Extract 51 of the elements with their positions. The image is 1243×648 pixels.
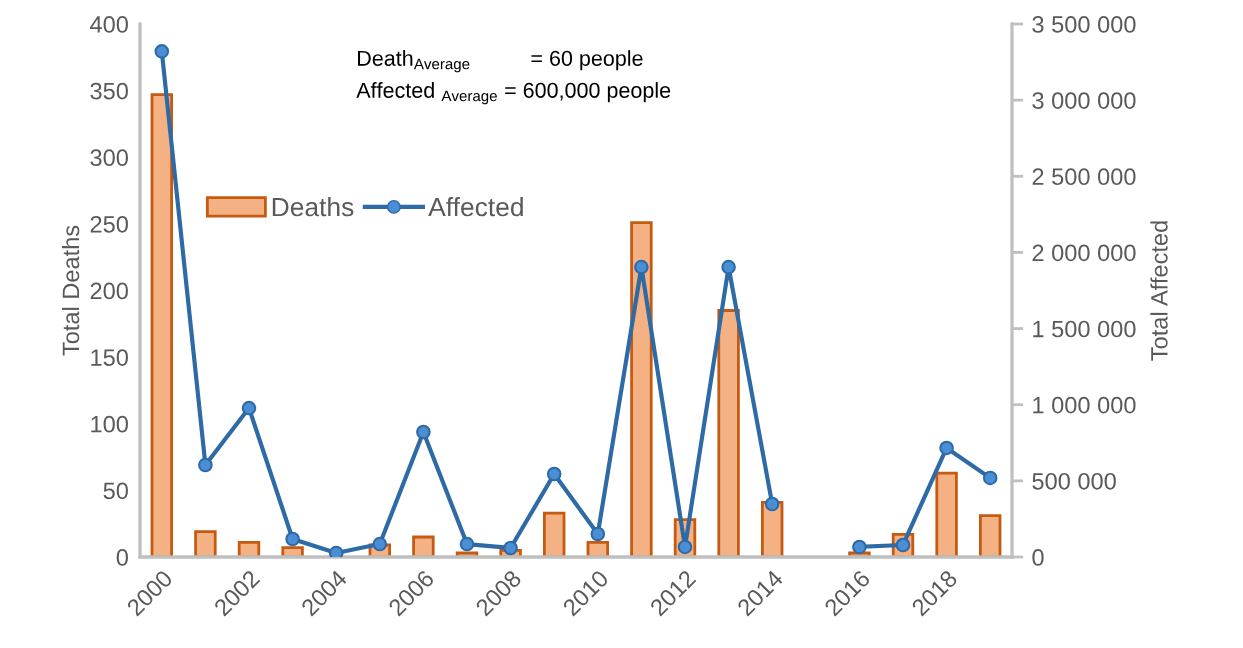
bar (237, 540, 261, 557)
point (503, 540, 518, 556)
y2-tick-label: 3 500 000 (1032, 16, 1136, 33)
y-axis-title: Total Deaths (61, 225, 80, 356)
point (677, 539, 693, 555)
point (852, 539, 867, 555)
y2-tick-label: 500 000 (1032, 472, 1116, 490)
y-tick-label: 150 (91, 349, 128, 366)
y2-tick-label: 1 000 000 (1033, 396, 1136, 414)
bar (543, 511, 566, 557)
point (590, 526, 606, 542)
bar (194, 530, 217, 557)
bar (281, 546, 304, 557)
point (982, 470, 998, 486)
annotation: Affected $_{Average}$ = 600,000 people (356, 82, 671, 105)
y2-tick-label: 2 500 000 (1032, 168, 1136, 186)
point (634, 259, 649, 275)
point (154, 44, 170, 59)
point (546, 466, 562, 482)
point (372, 536, 388, 552)
y-tick-label: 400 (90, 16, 128, 33)
y-tick-label: 350 (90, 82, 128, 100)
y-tick-label: 100 (91, 415, 128, 433)
y-tick-label: 250 (90, 215, 128, 233)
y2-tick-label: 1 500 000 (1033, 320, 1136, 338)
bar (717, 309, 740, 557)
bar (630, 221, 653, 557)
bar (586, 540, 609, 557)
point (416, 424, 431, 440)
point (764, 496, 780, 512)
bar (150, 93, 173, 557)
point (721, 259, 736, 275)
y2-tick-label: 2 000 000 (1032, 244, 1136, 262)
text: Death$_{Average}$ = 60 people (358, 50, 643, 73)
point (459, 536, 475, 552)
point (285, 531, 300, 547)
y2-tick-label: 0 (1032, 549, 1044, 566)
y-tick-label: 200 (90, 282, 128, 300)
bar (935, 471, 958, 557)
bar (412, 535, 435, 557)
legend-label: Affected (428, 196, 523, 217)
point (198, 457, 213, 473)
y-tick-label: 50 (103, 482, 128, 500)
bar (979, 514, 1002, 557)
y-tick-label: 0 (116, 549, 128, 566)
point (939, 440, 954, 456)
legend-label: Deaths (272, 196, 354, 217)
y2-axis-title: Total Affected (1150, 221, 1168, 361)
y-tick-label: 300 (90, 149, 128, 167)
y2-tick-label: 3 000 000 (1032, 92, 1136, 109)
point (241, 400, 257, 416)
